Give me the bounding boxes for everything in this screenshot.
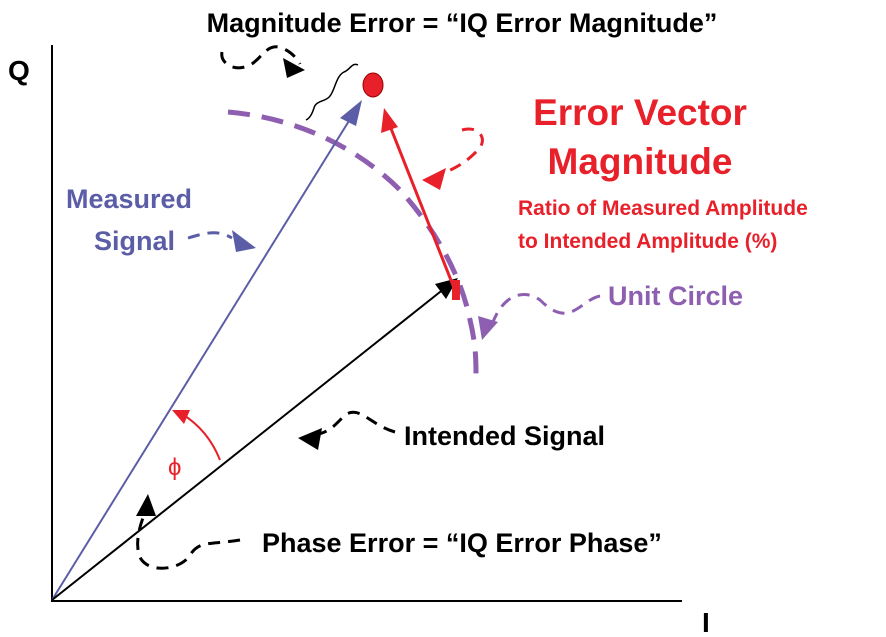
evm-label: Error Vector (533, 92, 747, 133)
brace (305, 63, 359, 121)
arrowhead (478, 316, 498, 340)
measured-point (362, 72, 384, 98)
unit-circle (227, 109, 479, 379)
intended-vector (51, 287, 446, 601)
arrowhead (232, 230, 256, 252)
arrowhead (298, 428, 322, 450)
phase-error-label: Phase Error = “IQ Error Phase” (262, 528, 662, 558)
ratio-label: to Intended Amplitude (%) (518, 230, 777, 253)
error-tip (452, 280, 460, 300)
arrowhead (136, 494, 156, 516)
arrowhead (422, 168, 446, 190)
arrowhead (172, 410, 190, 424)
evm-label: Magnitude (548, 141, 733, 182)
phase-arc (181, 413, 221, 461)
measured-label: Signal (94, 226, 175, 256)
measured-vector (51, 115, 353, 601)
callouts (136, 45, 601, 570)
q-label: Q (8, 55, 30, 86)
arrowhead (381, 108, 398, 133)
intended-label: Intended Signal (404, 421, 605, 451)
unit-circle-label: Unit Circle (608, 281, 743, 311)
arrowhead (340, 100, 362, 126)
error-vector (388, 125, 460, 299)
i-label: I (702, 607, 710, 637)
ratio-label: Ratio of Measured Amplitude (518, 197, 808, 220)
arrowhead (283, 58, 305, 78)
phi-label: ϕ (168, 454, 181, 481)
measured-label: Measured (66, 184, 192, 214)
title: Magnitude Error = “IQ Error Magnitude” (207, 8, 718, 38)
